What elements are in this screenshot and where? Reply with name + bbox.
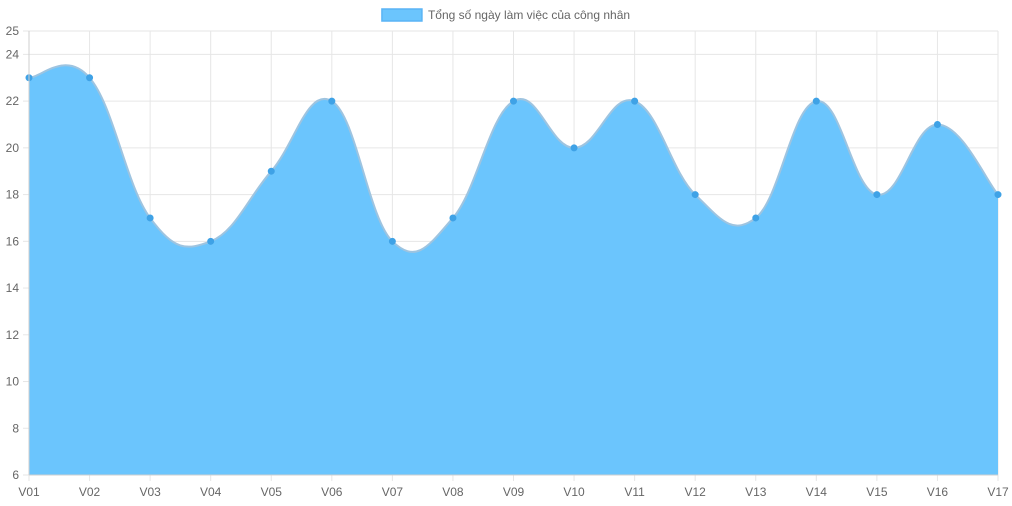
x-tick-label: V08 <box>442 485 464 499</box>
x-tick-label: V13 <box>745 485 767 499</box>
x-tick-label: V03 <box>139 485 161 499</box>
data-point[interactable] <box>570 144 578 152</box>
y-tick-label: 18 <box>6 188 20 202</box>
y-tick-label: 6 <box>12 468 19 482</box>
data-point[interactable] <box>510 97 517 105</box>
y-tick-label: 12 <box>6 328 20 342</box>
x-tick-label: V07 <box>382 485 404 499</box>
area-series <box>28 64 999 475</box>
x-tick-label: V05 <box>261 485 283 499</box>
x-tick-label: V04 <box>200 485 222 499</box>
x-tick-label: V17 <box>987 485 1009 499</box>
y-tick-label: 22 <box>6 94 20 108</box>
data-point[interactable] <box>449 214 457 222</box>
data-point[interactable] <box>994 191 1002 199</box>
data-point[interactable] <box>752 214 760 222</box>
y-tick-label: 25 <box>6 24 20 38</box>
legend[interactable]: Tổng số ngày làm việc của công nhân <box>381 8 630 22</box>
data-point[interactable] <box>812 97 820 105</box>
data-point[interactable] <box>691 191 699 199</box>
x-tick-label: V14 <box>806 485 828 499</box>
data-point[interactable] <box>207 237 215 245</box>
x-tick-label: V02 <box>79 485 101 499</box>
legend-swatch[interactable] <box>381 8 423 22</box>
series-area-fill <box>29 65 998 475</box>
data-point[interactable] <box>933 120 941 128</box>
y-tick-label: 8 <box>12 421 19 435</box>
x-tick-label: V16 <box>927 485 949 499</box>
data-point[interactable] <box>631 97 639 105</box>
x-tick-label: V15 <box>866 485 888 499</box>
data-point[interactable] <box>328 97 336 105</box>
y-tick-label: 16 <box>6 234 20 248</box>
data-point[interactable] <box>388 237 396 245</box>
x-tick-label: V10 <box>563 485 585 499</box>
y-tick-label: 14 <box>6 281 20 295</box>
data-point[interactable] <box>86 74 94 82</box>
data-points <box>25 74 1002 245</box>
x-tick-label: V01 <box>18 485 40 499</box>
x-tick-label: V06 <box>321 485 343 499</box>
legend-label[interactable]: Tổng số ngày làm việc của công nhân <box>428 8 630 22</box>
data-point[interactable] <box>873 191 881 199</box>
x-tick-label: V09 <box>503 485 525 499</box>
data-point[interactable] <box>146 214 154 222</box>
y-tick-label: 24 <box>6 47 20 61</box>
axes: 6 8 10 12 14 16 18 20 22 24 25 V01 V02 V03 V04 V05 V06 V0… <box>6 24 1009 499</box>
y-tick-label: 20 <box>6 141 20 155</box>
x-tick-label: V12 <box>685 485 707 499</box>
data-point[interactable] <box>267 167 275 175</box>
y-tick-label: 10 <box>6 375 20 389</box>
x-tick-label: V11 <box>624 485 645 499</box>
